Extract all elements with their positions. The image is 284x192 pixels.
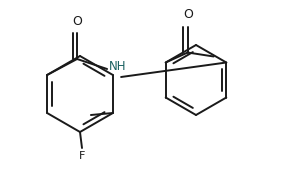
Text: O: O — [72, 15, 82, 28]
Text: O: O — [183, 8, 193, 22]
Text: NH: NH — [109, 60, 127, 74]
Text: F: F — [79, 151, 85, 161]
